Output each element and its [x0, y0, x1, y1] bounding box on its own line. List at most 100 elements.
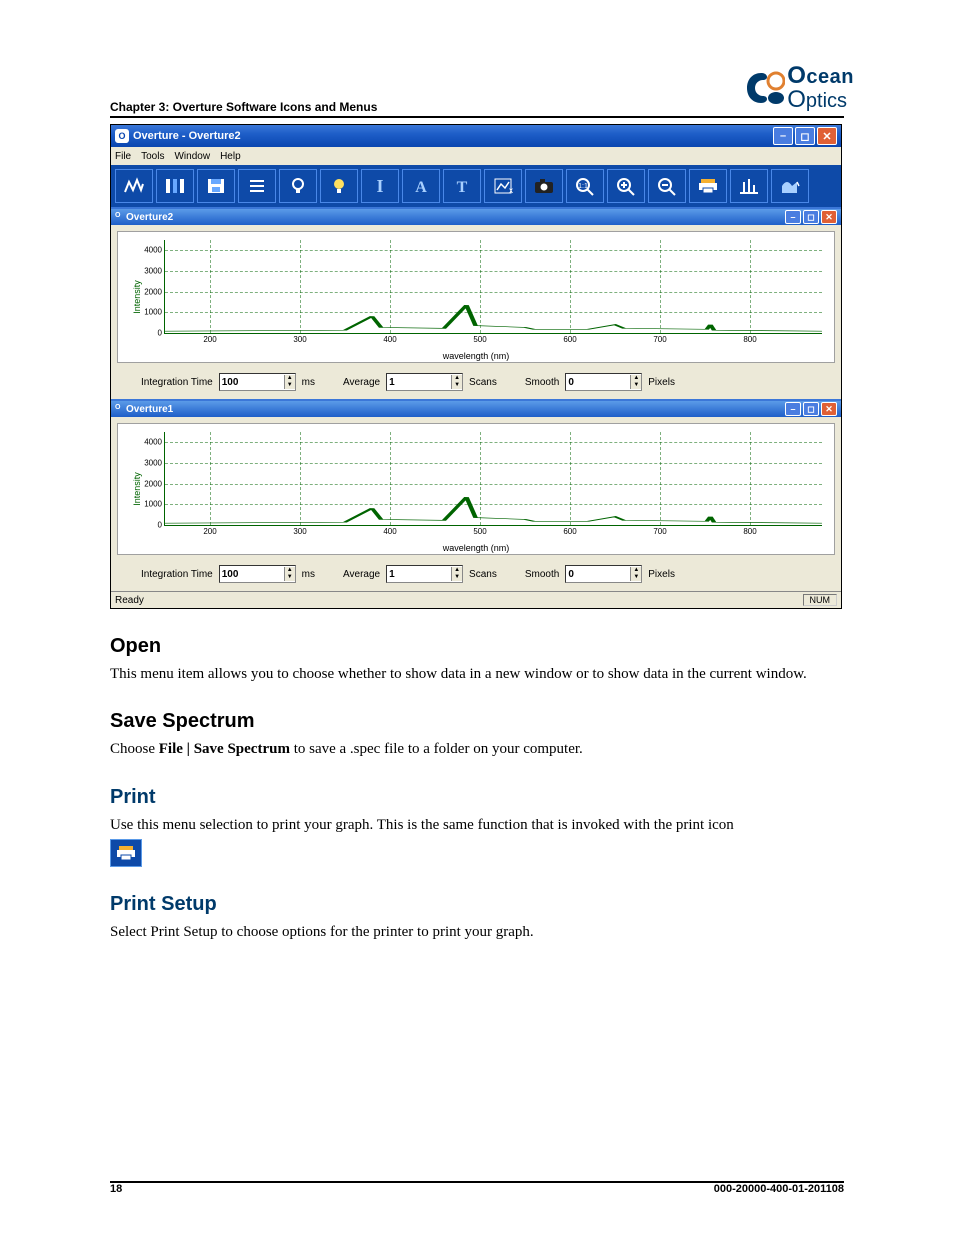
child-window-overture2: OOverture2–◻✕Intensity010002000300040002… [111, 207, 841, 399]
smooth-label: Smooth [525, 569, 559, 580]
peaks-icon[interactable] [730, 169, 768, 203]
print-icon [110, 839, 142, 867]
app-icon: O [115, 129, 129, 143]
plot-area: 01000200030004000200300400500600700800 [164, 432, 822, 526]
print-setup-heading: Print Setup [110, 893, 844, 916]
child-titlebar[interactable]: OOverture2–◻✕ [111, 209, 841, 225]
menu-window[interactable]: Window [174, 151, 210, 162]
child-maximize-button[interactable]: ◻ [803, 402, 819, 416]
integration-time-label: Integration Time [141, 569, 213, 580]
save-heading: Save Spectrum [110, 710, 844, 733]
spin-up-icon[interactable]: ▲ [452, 567, 462, 574]
child-maximize-button[interactable]: ◻ [803, 210, 819, 224]
a-icon[interactable]: A [402, 169, 440, 203]
plot-area: 01000200030004000200300400500600700800 [164, 240, 822, 334]
svg-text:1:1: 1:1 [578, 183, 588, 190]
minimize-button[interactable]: – [773, 127, 793, 145]
smooth-label: Smooth [525, 377, 559, 388]
average-input[interactable]: ▲▼ [386, 565, 463, 583]
smooth-input[interactable]: ▲▼ [565, 565, 642, 583]
spectrum-graph[interactable]: Intensity 0100020003000400020030040050060… [117, 231, 835, 363]
spin-up-icon[interactable]: ▲ [631, 567, 641, 574]
child-close-button[interactable]: ✕ [821, 210, 837, 224]
doc-number: 000-20000-400-01-201108 [714, 1183, 844, 1195]
ocean-optics-logo: Ocean Optics [745, 64, 854, 112]
chapter-header: Chapter 3: Overture Software Icons and M… [110, 100, 844, 114]
select-icon[interactable]: x [484, 169, 522, 203]
spin-down-icon[interactable]: ▼ [452, 574, 462, 581]
bulb-off-icon[interactable] [279, 169, 317, 203]
spin-down-icon[interactable]: ▼ [285, 574, 295, 581]
spin-down-icon[interactable]: ▼ [631, 574, 641, 581]
y-axis-label: Intensity [132, 280, 142, 314]
integration-time-label: Integration Time [141, 377, 213, 388]
zoom-in-icon[interactable] [607, 169, 645, 203]
save-icon[interactable] [197, 169, 235, 203]
acquisition-controls: Integration Time▲▼msAverage▲▼ScansSmooth… [111, 561, 841, 591]
t-icon[interactable]: T [443, 169, 481, 203]
status-text: Ready [115, 595, 144, 606]
spin-up-icon[interactable]: ▲ [285, 375, 295, 382]
close-button[interactable]: ✕ [817, 127, 837, 145]
scans-label: Scans [469, 569, 497, 580]
child-minimize-button[interactable]: – [785, 402, 801, 416]
bulb-on-icon[interactable] [320, 169, 358, 203]
average-input[interactable]: ▲▼ [386, 373, 463, 391]
maximize-button[interactable]: ◻ [795, 127, 815, 145]
area-icon[interactable] [771, 169, 809, 203]
svg-text:I: I [376, 176, 383, 196]
spectrum-icon[interactable] [115, 169, 153, 203]
svg-text:A: A [415, 179, 427, 196]
spin-up-icon[interactable]: ▲ [452, 375, 462, 382]
spectrum-graph[interactable]: Intensity 0100020003000400020030040050060… [117, 423, 835, 555]
child-title-text: Overture2 [126, 212, 173, 223]
menu-file[interactable]: File [115, 151, 131, 162]
pixels-label: Pixels [648, 377, 675, 388]
x-axis-label: wavelength (nm) [443, 351, 510, 361]
zoom-out-icon[interactable] [648, 169, 686, 203]
scans-label: Scans [469, 377, 497, 388]
main-titlebar[interactable]: O Overture - Overture2 – ◻ ✕ [111, 125, 841, 147]
menu-tools[interactable]: Tools [141, 151, 164, 162]
window-title: Overture - Overture2 [133, 130, 241, 142]
pixels-label: Pixels [648, 569, 675, 580]
print-heading: Print [110, 786, 844, 809]
x-axis-label: wavelength (nm) [443, 543, 510, 553]
menu-help[interactable]: Help [220, 151, 241, 162]
spin-down-icon[interactable]: ▼ [285, 382, 295, 389]
list-icon[interactable] [238, 169, 276, 203]
integration-time-input[interactable]: ▲▼ [219, 373, 296, 391]
svg-text:T: T [457, 179, 468, 196]
spin-up-icon[interactable]: ▲ [631, 375, 641, 382]
smooth-input[interactable]: ▲▼ [565, 373, 642, 391]
child-window-overture1: OOverture1–◻✕Intensity010002000300040002… [111, 399, 841, 591]
child-minimize-button[interactable]: – [785, 210, 801, 224]
print-body: Use this menu selection to print your gr… [110, 815, 844, 835]
child-title-text: Overture1 [126, 404, 173, 415]
columns-icon[interactable] [156, 169, 194, 203]
acquisition-controls: Integration Time▲▼msAverage▲▼ScansSmooth… [111, 369, 841, 399]
header-rule [110, 116, 844, 118]
open-body: This menu item allows you to choose whet… [110, 664, 844, 684]
average-label: Average [343, 569, 380, 580]
overture-app-window: O Overture - Overture2 – ◻ ✕ File Tools … [110, 124, 842, 609]
menu-bar: File Tools Window Help [111, 147, 841, 165]
zoom-fit-icon[interactable]: 1:1 [566, 169, 604, 203]
average-label: Average [343, 377, 380, 388]
print-icon[interactable] [689, 169, 727, 203]
ms-label: ms [302, 569, 315, 580]
y-axis-label: Intensity [132, 472, 142, 506]
spin-down-icon[interactable]: ▼ [452, 382, 462, 389]
integration-time-input[interactable]: ▲▼ [219, 565, 296, 583]
status-bar: Ready NUM [111, 591, 841, 608]
status-num: NUM [803, 594, 838, 606]
i-icon[interactable]: I [361, 169, 399, 203]
spin-down-icon[interactable]: ▼ [631, 382, 641, 389]
svg-text:x: x [509, 186, 513, 195]
page-number: 18 [110, 1183, 122, 1195]
child-titlebar[interactable]: OOverture1–◻✕ [111, 401, 841, 417]
child-close-button[interactable]: ✕ [821, 402, 837, 416]
spin-up-icon[interactable]: ▲ [285, 567, 295, 574]
print-setup-body: Select Print Setup to choose options for… [110, 922, 844, 942]
camera-icon[interactable] [525, 169, 563, 203]
